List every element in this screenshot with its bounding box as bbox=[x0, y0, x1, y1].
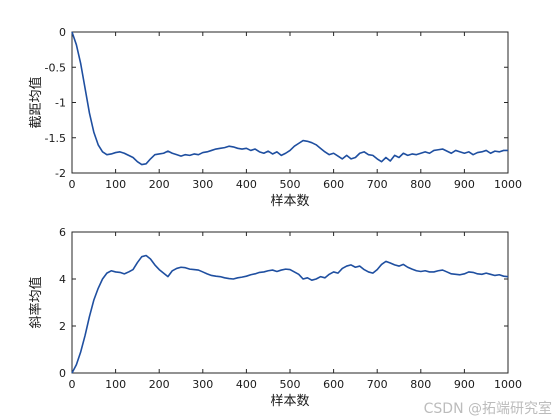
x-tick-label: 300 bbox=[192, 178, 213, 191]
y-tick-label: -0.5 bbox=[45, 61, 66, 74]
x-tick-label: 1000 bbox=[494, 178, 522, 191]
series-line bbox=[71, 254, 509, 374]
plot-area bbox=[71, 231, 509, 374]
x-tick-label: 800 bbox=[410, 178, 431, 191]
x-tick-label: 400 bbox=[236, 178, 257, 191]
x-tick-label: 100 bbox=[105, 178, 126, 191]
x-axis-label: 样本数 bbox=[270, 394, 309, 409]
x-tick-label: 700 bbox=[367, 178, 388, 191]
x-tick-label: 1000 bbox=[494, 378, 522, 391]
x-tick-label: 500 bbox=[280, 378, 301, 391]
y-axis-label: 斜率均值 bbox=[28, 276, 44, 328]
x-tick-label: 600 bbox=[323, 178, 344, 191]
watermark-text: CSDN @拓端研究室 bbox=[423, 401, 552, 417]
x-axis-label: 样本数 bbox=[270, 194, 309, 209]
x-tick-label: 200 bbox=[149, 378, 170, 391]
x-tick-label: 400 bbox=[236, 378, 257, 391]
x-tick-label: 600 bbox=[323, 378, 344, 391]
x-tick-label: 700 bbox=[367, 378, 388, 391]
x-tick-label: 500 bbox=[280, 178, 301, 191]
x-tick-label: 300 bbox=[192, 378, 213, 391]
intercept-mean-panel: 0 100 200 300 400 500 600 700 800 900 1000 -2 -1.5 -1… bbox=[28, 26, 522, 209]
y-tick-label: 0 bbox=[59, 26, 66, 39]
x-tick-label: 0 bbox=[69, 378, 76, 391]
x-tick-label: 900 bbox=[454, 378, 475, 391]
x-tick-label: 100 bbox=[105, 378, 126, 391]
x-tick-label: 900 bbox=[454, 178, 475, 191]
x-tick-label: 200 bbox=[149, 178, 170, 191]
y-axis-label: 截距均值 bbox=[28, 76, 44, 128]
y-tick-label: -1 bbox=[55, 97, 66, 110]
slope-mean-panel: 0 100 200 300 400 500 600 700 800 900 1000 0 2 4 6 样本数 斜… bbox=[28, 226, 522, 409]
y-tick-label: 4 bbox=[59, 273, 66, 286]
x-tick-label: 0 bbox=[69, 178, 76, 191]
y-tick-label: -2 bbox=[55, 167, 66, 180]
y-tick-label: 6 bbox=[59, 226, 66, 239]
series-line bbox=[71, 31, 508, 166]
x-tick-label: 800 bbox=[410, 378, 431, 391]
y-tick-label: -1.5 bbox=[45, 132, 66, 145]
y-tick-label: 0 bbox=[59, 367, 66, 380]
y-tick-label: 2 bbox=[59, 320, 66, 333]
plot-area bbox=[71, 31, 509, 174]
